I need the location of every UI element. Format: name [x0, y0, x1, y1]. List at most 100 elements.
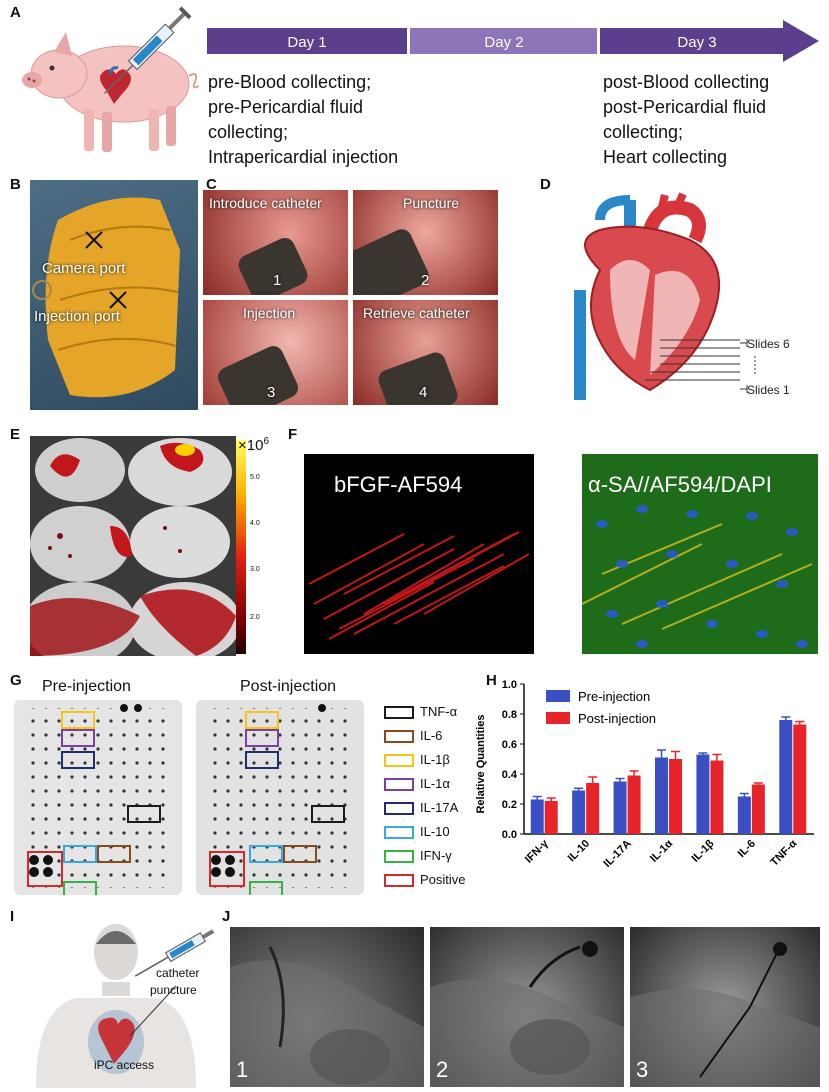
y-tick-label: 1.0 [502, 679, 517, 691]
legend-swatch [384, 706, 414, 719]
bar [544, 801, 558, 834]
intensity-colorbar [236, 440, 246, 654]
legend-swatch [384, 874, 414, 887]
panel-label-a: A [10, 4, 21, 21]
panel-label-i: I [10, 908, 15, 925]
cytokine-bar-chart: Relative Quantities 0.0 0.2 0.4 0.6 0.8 1.0 IF… [475, 679, 814, 870]
day1-step: collecting; [208, 122, 289, 142]
day1-step: pre-Pericardial fluid [208, 97, 364, 117]
bar [655, 757, 668, 834]
day1-step: pre-Blood collecting; [208, 72, 372, 92]
y-axis-label: Relative Quantities [475, 714, 487, 813]
legend-swatch [384, 850, 414, 863]
legend-swatch [384, 802, 414, 815]
bar [737, 796, 751, 834]
xray-structures [630, 942, 820, 1087]
human-ipc-access-illustration [36, 924, 215, 1088]
day1-bar [207, 28, 407, 54]
xray-number: 1 [236, 1057, 249, 1082]
legend-label: Positive [420, 872, 466, 887]
colorbar-tick: 4.0 [250, 520, 260, 527]
legend-swatch [384, 826, 414, 839]
colorbar-unit-base: ×10 [238, 437, 264, 454]
bar [530, 799, 544, 834]
endoscopy-photo-1: Introduce catheter 1 [203, 190, 348, 295]
catheter-shape [214, 342, 302, 405]
panel-label-g: G [10, 672, 22, 689]
xray-structures [430, 941, 624, 1087]
legend-swatch [546, 712, 570, 724]
injection-port-label: Injection port [34, 308, 120, 325]
post-injection-title: Post-injection [240, 678, 337, 695]
slides-top-label: Slides 6 [747, 337, 790, 351]
step-label: Retrieve catheter [363, 305, 470, 321]
day1-label: Day 1 [287, 34, 326, 51]
camera-port-label: Camera port [42, 260, 126, 277]
catheter-label: catheter [156, 966, 200, 980]
bar [751, 784, 765, 834]
bar [669, 759, 682, 834]
pre-injection-title: Pre-injection [42, 678, 131, 695]
heart-slices [30, 438, 236, 656]
y-tick-label: 0.6 [502, 739, 517, 751]
colorbar-unit: ×106 [238, 436, 269, 454]
surgical-port-photo: Camera port Injection port [30, 180, 198, 410]
legend-label: IL-17A [420, 800, 459, 815]
panel-label-j: J [222, 908, 231, 925]
slides-bottom-label: Slides 1 [747, 383, 790, 397]
day3-label: Day 3 [677, 34, 716, 51]
y-tick-label: 0.4 [502, 769, 518, 781]
bar [627, 775, 641, 834]
panel-label-f: F [288, 426, 298, 443]
merged-tissue [582, 454, 818, 654]
day1-step: Intrapericardial injection [208, 147, 399, 167]
x-tick-label: IFN-γ [523, 837, 552, 866]
legend-swatch [384, 754, 414, 767]
legend-label: IL-1β [420, 752, 450, 767]
bar [696, 754, 710, 834]
bar [710, 760, 724, 834]
colorbar-tick: 5.0 [250, 474, 260, 481]
step-number: 1 [273, 272, 282, 289]
bar [586, 783, 600, 834]
port-drape [32, 197, 181, 398]
day3-steps: post-Blood collecting post-Pericardial f… [603, 70, 769, 170]
x-tick-label: IL-17A [601, 838, 633, 870]
panel-label-c: C [206, 176, 217, 193]
panel-label-h: H [486, 672, 497, 689]
xray-number: 3 [636, 1057, 649, 1082]
merged-label: α-SA//AF594/DAPI [588, 472, 772, 497]
fluoroscopy-image-1: 1 [230, 927, 424, 1087]
day3-step: post-Pericardial fluid [603, 97, 767, 117]
bfgf-label: bFGF-AF594 [334, 472, 463, 497]
pig-syringe-illustration [22, 6, 200, 152]
red-fibers [308, 531, 530, 640]
endoscopy-photo-2: Puncture 2 [353, 190, 498, 295]
panel-label-e: E [10, 426, 21, 443]
heart-slices-diagram: Slides 6 Slides 1 [574, 192, 790, 400]
day3-step: Heart collecting [603, 147, 728, 167]
step-label: Injection [243, 305, 296, 321]
step-number: 2 [421, 272, 430, 289]
legend-label: IL-10 [420, 824, 450, 839]
step-number: 4 [419, 384, 428, 401]
y-tick-label: 0.8 [502, 709, 517, 721]
x-tick-label: IL-6 [736, 838, 758, 860]
bfgf-fluorescence-image: bFGF-AF594 [304, 454, 534, 654]
ivis-heart-slices-image [30, 436, 236, 656]
colorbar-tick: 3.0 [250, 566, 260, 573]
day3-arrow [600, 20, 819, 62]
timeline-arrow: Day 1 Day 2 Day 3 [207, 20, 819, 62]
ipc-access-label: iPC access [94, 1058, 155, 1072]
fluoroscopy-image-2: 2 [430, 927, 624, 1087]
x-tick-label: IL-10 [566, 838, 593, 865]
day2-bar [410, 28, 597, 54]
endoscopy-photo-4: Retrieve catheter 4 [353, 300, 498, 405]
y-tick-label: 0.2 [502, 799, 517, 811]
x-tick-label: IL-1β [689, 837, 716, 864]
legend-label: Pre-injection [578, 689, 650, 704]
legend-label: IL-6 [420, 728, 443, 743]
step-label: Puncture [403, 195, 460, 211]
y-tick-label: 0.0 [502, 829, 517, 841]
step-label: Introduce catheter [209, 195, 322, 211]
